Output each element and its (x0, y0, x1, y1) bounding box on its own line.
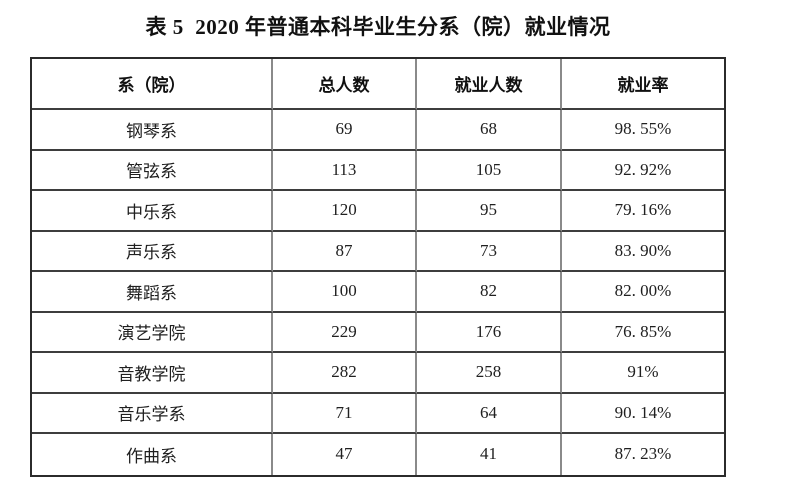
rate-cell: 83. 90% (562, 232, 724, 272)
employed-cell: 64 (417, 393, 562, 434)
rate-cell: 90. 14% (562, 394, 724, 434)
department-cell: 作曲系 (32, 434, 273, 475)
table-row: 钢琴系 69 68 98. 55% (32, 110, 724, 151)
total-cell: 100 (273, 272, 417, 313)
table-caption: 表 5 2020 年普通本科毕业生分系（院）就业情况 (145, 15, 611, 39)
department-cell: 演艺学院 (32, 312, 273, 353)
rate-cell: 98. 55% (562, 110, 724, 151)
column-header-rate: 就业率 (562, 59, 724, 110)
rate-cell: 92. 92% (562, 151, 724, 191)
column-header-total: 总人数 (273, 59, 417, 110)
total-cell: 87 (273, 231, 417, 272)
employed-cell: 68 (417, 110, 562, 151)
department-cell: 舞蹈系 (32, 272, 273, 313)
table-row: 音乐学系 71 64 90. 14% (32, 393, 724, 434)
table-row: 音教学院 282 258 91% (32, 353, 724, 394)
rate-cell: 87. 23% (614, 444, 672, 464)
rate-cell: 91% (562, 353, 724, 394)
total-cell: 71 (273, 393, 417, 434)
employed-cell: 105 (417, 150, 562, 191)
department-cell: 声乐系 (32, 231, 273, 272)
table-row: 声乐系 87 73 83. 90% (32, 231, 724, 272)
employed-cell: 176 (417, 312, 562, 353)
total-cell: 120 (273, 191, 417, 232)
table-row: 作曲系 47 41 87. 23% (32, 434, 724, 475)
total-cell: 282 (273, 353, 417, 394)
employed-cell: 82 (417, 272, 562, 313)
column-header-employed: 就业人数 (417, 59, 562, 110)
table-row: 管弦系 113 105 92. 92% (32, 150, 724, 191)
department-cell: 音教学院 (32, 353, 273, 394)
table-row: 演艺学院 229 176 76. 85% (32, 312, 724, 353)
department-cell: 管弦系 (32, 150, 273, 191)
table-row: 中乐系 120 95 79. 16% (32, 191, 724, 232)
table-row: 舞蹈系 100 82 82. 00% (32, 272, 724, 313)
department-cell: 中乐系 (32, 191, 273, 232)
rate-cell: 76. 85% (562, 313, 724, 353)
total-cell: 229 (273, 312, 417, 353)
department-cell: 钢琴系 (32, 110, 273, 151)
total-cell: 47 (273, 434, 417, 475)
rate-cell: 82. 00% (562, 272, 724, 313)
table-header: 系（院） 总人数 就业人数 就业率 (32, 59, 724, 110)
employed-cell: 258 (417, 353, 562, 394)
table-body: 钢琴系 69 68 98. 55% 管弦系 113 105 92. 92% 中乐系 120 95 79… (32, 110, 724, 475)
employed-cell: 95 (417, 191, 562, 232)
header-row: 系（院） 总人数 就业人数 就业率 (32, 59, 724, 110)
rate-cell: 79. 16% (562, 191, 724, 232)
total-cell: 69 (273, 110, 417, 151)
employment-table: 系（院） 总人数 就业人数 就业率 钢琴系 69 68 98. 55% 管弦系 113 10… (30, 57, 726, 477)
total-cell: 113 (273, 150, 417, 191)
employed-cell: 73 (417, 231, 562, 272)
employed-cell: 41 (417, 434, 562, 475)
column-header-department: 系（院） (32, 59, 273, 110)
department-cell: 音乐学系 (32, 393, 273, 434)
